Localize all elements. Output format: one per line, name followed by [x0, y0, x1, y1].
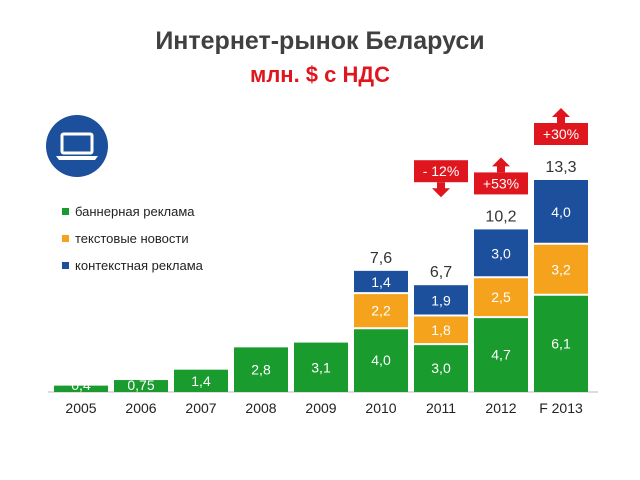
data-label: 3,0 — [491, 245, 511, 261]
change-label: +53% — [483, 175, 519, 191]
x-tick-label: 2005 — [65, 400, 96, 416]
bar-banner — [114, 380, 168, 392]
data-label: 1,9 — [431, 292, 451, 308]
chart-legend: баннерная реклама текстовые новости конт… — [62, 198, 203, 279]
bar-banner — [294, 342, 348, 392]
data-label: 1,8 — [431, 322, 451, 338]
data-label: 2,2 — [371, 303, 391, 319]
bar-banner — [354, 328, 408, 392]
total-label: 7,6 — [370, 250, 392, 267]
total-label: 6,7 — [430, 264, 452, 281]
total-label: 10,2 — [485, 208, 516, 225]
x-tick-label: F 2013 — [539, 400, 583, 416]
arrow-up-icon — [492, 157, 510, 173]
bar-banner — [174, 369, 228, 392]
bar-text-news — [534, 243, 588, 295]
data-label: 4,0 — [551, 204, 571, 220]
arrow-down-icon — [432, 182, 450, 198]
change-label: +30% — [543, 126, 579, 142]
bar-text-news — [414, 315, 468, 345]
data-label: 1,4 — [191, 373, 211, 389]
data-label: 1,4 — [371, 274, 391, 290]
x-tick-label: 2012 — [485, 400, 516, 416]
legend-swatch-banner — [62, 208, 69, 215]
arrow-up-icon — [552, 108, 570, 123]
data-label: 3,2 — [551, 261, 571, 277]
bar-contextual — [534, 180, 588, 244]
bar-contextual — [414, 285, 468, 316]
chart-title: Интернет-рынок Беларуси — [155, 27, 485, 55]
legend-label: контекстная реклама — [75, 258, 203, 273]
bar-text-news — [474, 277, 528, 318]
x-tick-label: 2008 — [245, 400, 276, 416]
data-label: 6,1 — [551, 335, 571, 351]
x-tick-label: 2006 — [125, 400, 156, 416]
x-tick-label: 2009 — [305, 400, 336, 416]
data-label: 2,5 — [491, 289, 511, 305]
legend-item-text-news: текстовые новости — [62, 225, 203, 252]
data-label: 0,75 — [127, 377, 154, 393]
legend-swatch-text-news — [62, 235, 69, 242]
bar-banner — [474, 317, 528, 392]
bar-contextual — [474, 229, 528, 278]
data-label: 3,1 — [311, 359, 331, 375]
data-label: 0,4 — [71, 377, 91, 393]
laptop-icon — [46, 115, 108, 177]
bar-banner — [54, 385, 108, 392]
legend-swatch-contextual — [62, 262, 69, 269]
chart-subtitle: млн. $ с НДС — [250, 62, 390, 87]
x-tick-label: 2011 — [426, 400, 456, 416]
x-tick-label: 2010 — [365, 400, 396, 416]
bar-banner — [234, 347, 288, 392]
change-badge — [414, 160, 468, 183]
x-tick-label: 2007 — [185, 400, 216, 416]
bar-text-news — [354, 293, 408, 329]
change-badge — [474, 172, 528, 195]
data-label: 2,8 — [251, 362, 271, 378]
legend-label: баннерная реклама — [75, 204, 195, 219]
change-badge — [534, 123, 588, 145]
legend-item-banner: баннерная реклама — [62, 198, 203, 225]
data-label: 3,0 — [431, 360, 451, 376]
legend-item-contextual: контекстная реклама — [62, 252, 203, 279]
data-label: 4,7 — [491, 347, 511, 363]
bar-banner — [534, 294, 588, 392]
bar-banner — [414, 344, 468, 392]
bar-contextual — [354, 270, 408, 294]
total-label: 13,3 — [545, 159, 576, 176]
data-label: 4,0 — [371, 352, 391, 368]
legend-label: текстовые новости — [75, 231, 189, 246]
change-label: - 12% — [423, 163, 460, 179]
